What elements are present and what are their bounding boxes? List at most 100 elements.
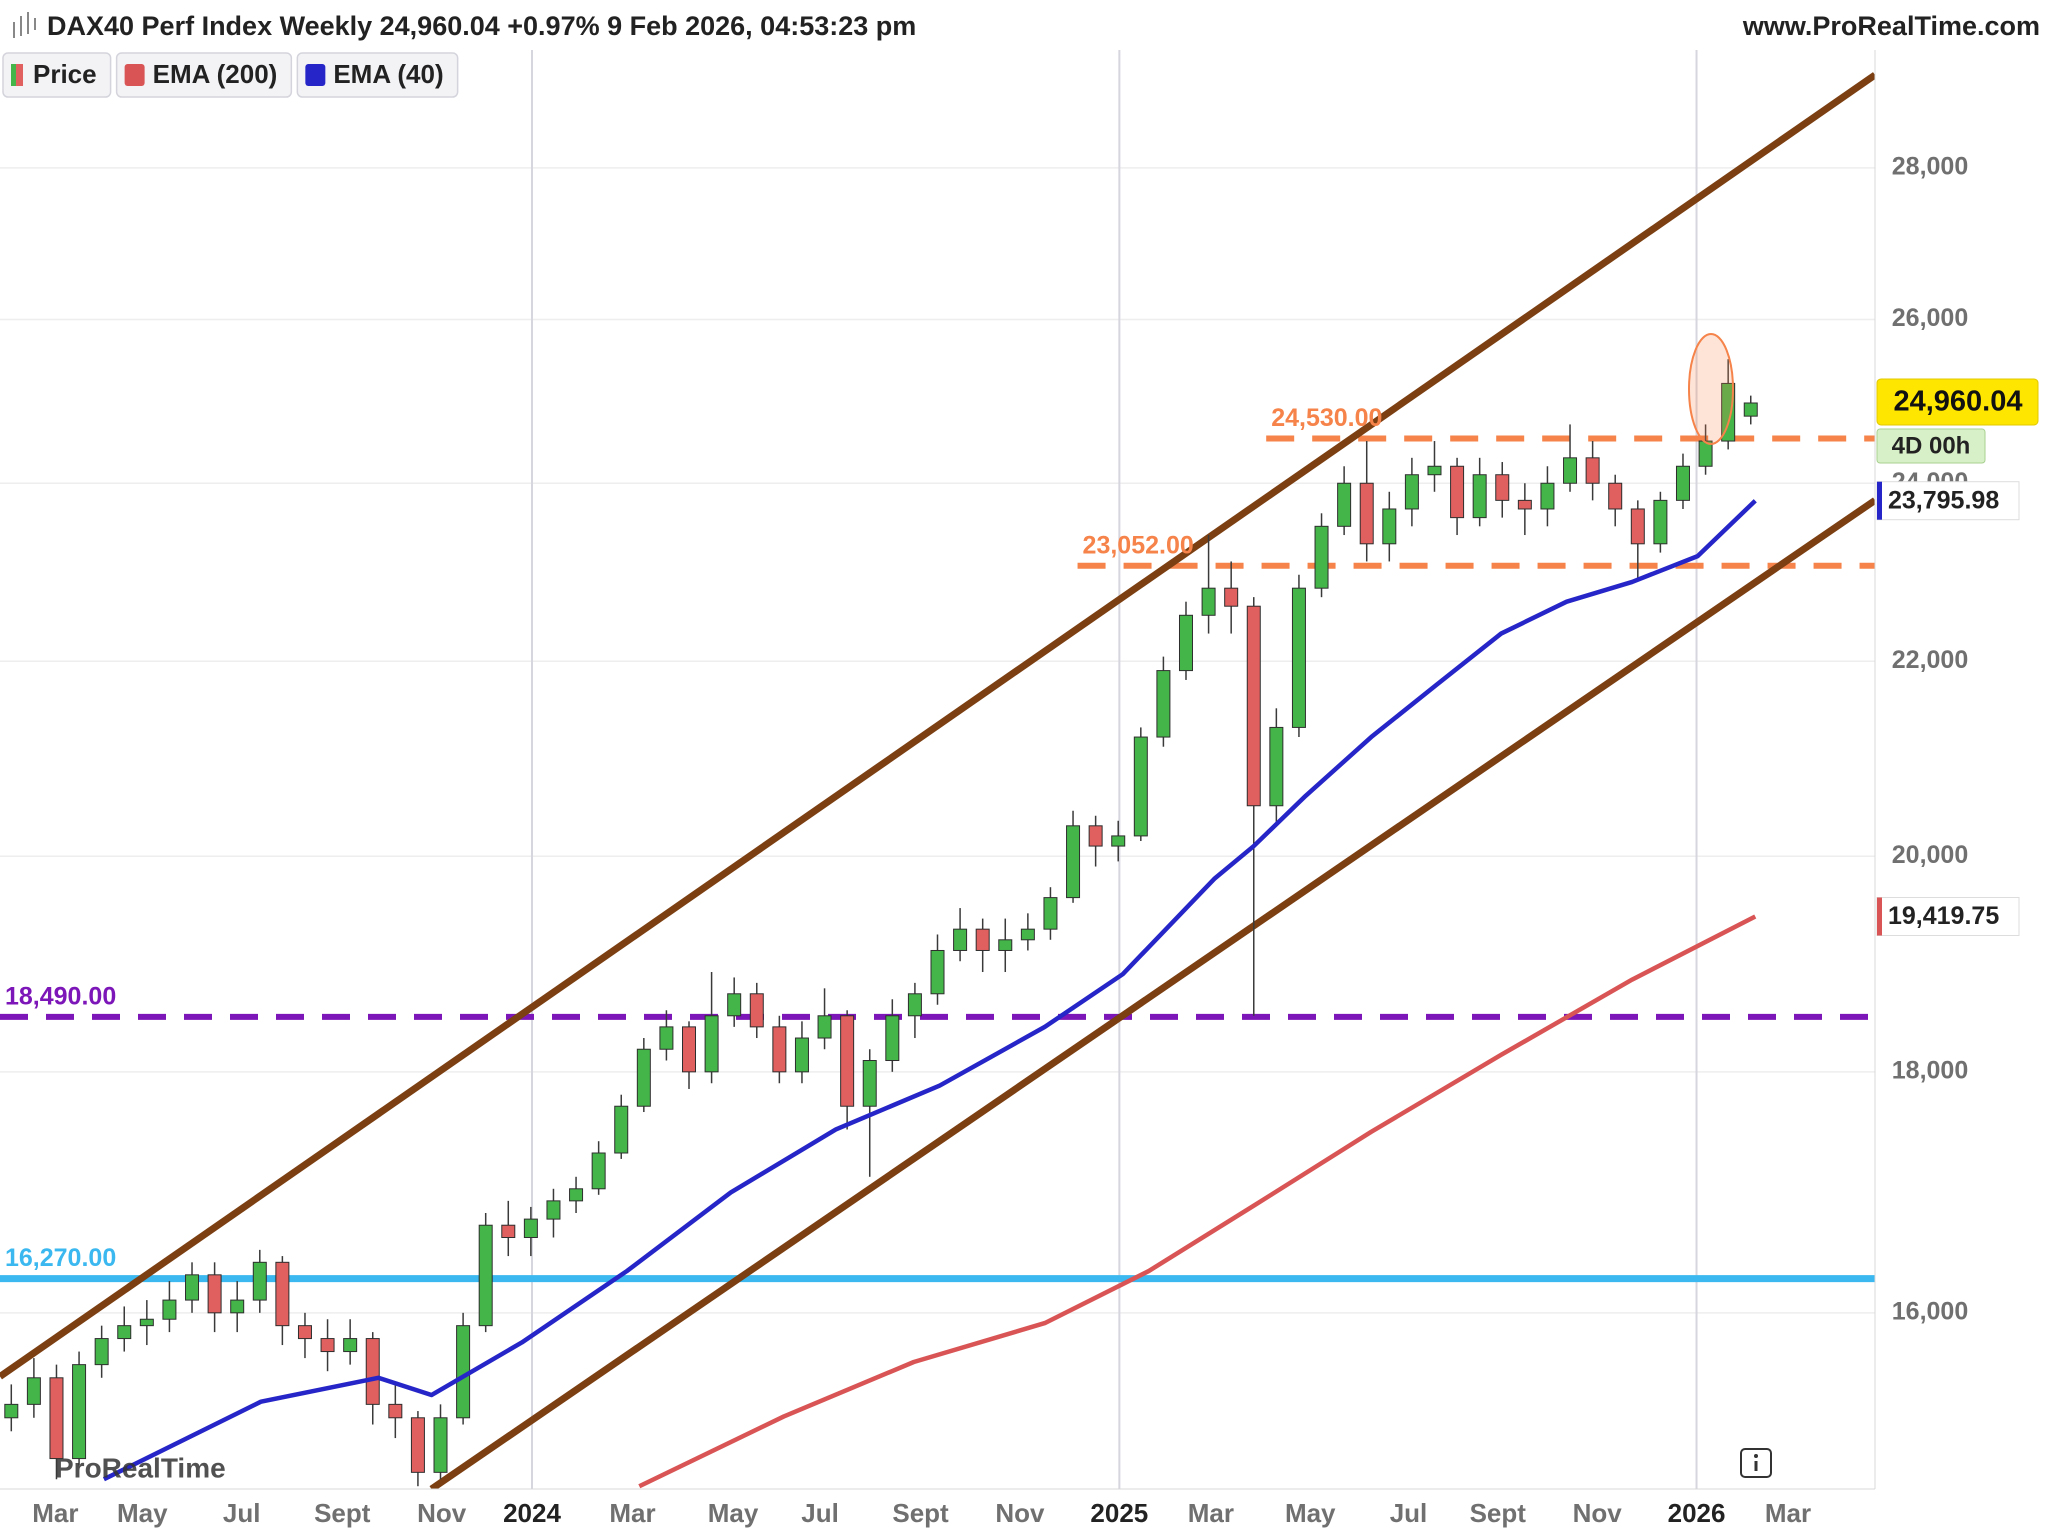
x-tick-label: Sept (1470, 1498, 1527, 1528)
candle-body (1630, 508, 1645, 545)
x-tick-label: 2026 (1668, 1498, 1726, 1528)
legend-label: EMA (40) (333, 59, 443, 89)
legend-item[interactable]: Price (2, 52, 112, 98)
candle-body (1743, 402, 1758, 417)
candle-body (207, 1274, 222, 1314)
candle-body (139, 1318, 154, 1327)
candle-body (1563, 457, 1578, 484)
x-tick-label: Mar (609, 1498, 655, 1528)
last-price-label: 24,960.04 (1893, 386, 2022, 418)
price-marker-label: 19,419.75 (1888, 902, 1999, 930)
x-tick-label: 2025 (1090, 1498, 1148, 1528)
y-tick-label: 16,000 (1892, 1297, 1968, 1325)
x-tick-label: Jul (223, 1498, 261, 1528)
x-tick-label: May (1285, 1498, 1336, 1528)
candle-body (252, 1261, 267, 1301)
y-tick-label: 18,000 (1892, 1056, 1968, 1084)
candle-body (1314, 525, 1329, 589)
level-label: 16,270.00 (5, 1244, 116, 1272)
legend-box (296, 52, 459, 98)
candle-body (1269, 726, 1284, 807)
price-marker-bar (1877, 481, 1882, 520)
candle-body (794, 1037, 809, 1073)
candle-body (614, 1105, 629, 1154)
candle-body (1382, 508, 1397, 545)
candle-body (749, 993, 764, 1028)
candle-body (682, 1026, 697, 1073)
x-tick-label: Nov (1573, 1498, 1623, 1528)
trend-line (429, 497, 1875, 1489)
candle-body (1111, 835, 1126, 847)
legend-label: Price (33, 59, 97, 89)
x-tick-label: May (117, 1498, 168, 1528)
countdown-box (1876, 428, 1986, 464)
candle-body (49, 1377, 64, 1460)
trend-line (0, 72, 1875, 1380)
candle-body (523, 1218, 538, 1239)
x-tick-label: Mar (32, 1498, 78, 1528)
candle-body (636, 1048, 651, 1107)
legend-box (115, 52, 293, 98)
candle-body (433, 1417, 448, 1473)
candle-body (1653, 499, 1668, 545)
info-button[interactable] (1740, 1448, 1772, 1478)
candle-body (117, 1325, 132, 1340)
candle-body (410, 1417, 425, 1473)
price-marker-box (1876, 481, 2020, 521)
legend-item[interactable]: EMA (40) (296, 52, 459, 98)
candle-body (275, 1261, 290, 1327)
candle-body (1201, 587, 1216, 616)
candle-body (1043, 897, 1058, 930)
candle-body (1540, 482, 1555, 510)
candle-body (659, 1026, 674, 1050)
candle-body (862, 1060, 877, 1107)
candle-body (94, 1338, 109, 1366)
x-tick-label: Mar (1765, 1498, 1811, 1528)
candle-body (591, 1152, 606, 1190)
chart-title: DAX40 Perf Index Weekly 24,960.04 +0.97%… (47, 11, 916, 41)
candle-body (1156, 670, 1171, 738)
candle-body (1585, 457, 1600, 484)
legend-swatch (16, 64, 23, 86)
candle-body (546, 1200, 561, 1220)
candle-body (817, 1015, 832, 1039)
price-marker-label: 23,795.98 (1888, 486, 1999, 514)
plot-area (0, 50, 1875, 1489)
candle-body (1066, 825, 1081, 899)
candle-body (998, 939, 1013, 951)
candle-body (569, 1188, 584, 1202)
legend-item[interactable]: EMA (200) (115, 52, 293, 98)
candle-body (388, 1403, 403, 1419)
y-tick-label: 22,000 (1892, 646, 1968, 674)
y-tick-label: 28,000 (1892, 152, 1968, 180)
x-tick-label: May (708, 1498, 759, 1528)
x-tick-label: Mar (1188, 1498, 1234, 1528)
ema-line (102, 499, 1757, 1482)
candle-body (930, 949, 945, 995)
title-icon (13, 12, 36, 38)
countdown-label: 4D 00h (1892, 432, 1971, 459)
candle-body (1337, 482, 1352, 527)
candle-body (478, 1224, 493, 1327)
highlight-ellipse (1688, 333, 1734, 445)
candle-body (1224, 587, 1239, 607)
source-link[interactable]: www.ProRealTime.com (1742, 11, 2040, 41)
candle-body (501, 1224, 516, 1239)
candle-body (1291, 587, 1306, 728)
candle-body (772, 1026, 787, 1073)
legend: Price EMA (200) EMA (40) (2, 52, 459, 98)
candle-body (343, 1338, 358, 1353)
ema-line (638, 914, 1757, 1489)
candle-body (1088, 825, 1103, 847)
candle-body (953, 928, 968, 951)
candle-body (1178, 614, 1193, 672)
legend-box (2, 52, 112, 98)
level-label: 24,530.00 (1271, 404, 1382, 432)
candle-body (1450, 465, 1465, 519)
x-tick-label: Nov (417, 1498, 467, 1528)
candle-body (72, 1364, 87, 1460)
